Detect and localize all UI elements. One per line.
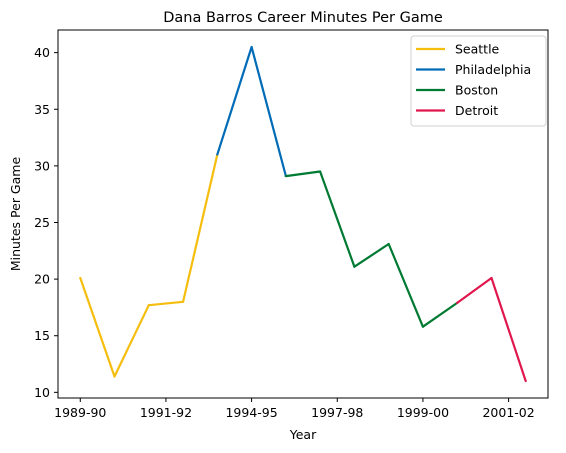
y-tick-label: 40 [34,45,50,60]
legend-label-detroit: Detroit [455,103,498,118]
data-point-detroit-1 [490,276,493,280]
x-tick-label: 1991-92 [140,405,192,420]
x-axis-ticks: 1989-90 1991-92 1994-95 1997-98 1999-00 2001-… [54,398,535,420]
data-point-philadelphia-1 [250,45,253,49]
axes-frame [57,29,549,399]
data-point-seattle-2 [147,304,150,307]
y-tick-label: 25 [34,215,50,230]
data-point-philadelphia-0 [216,153,219,156]
data-point-boston-4 [421,325,425,328]
y-axis-ticks: 10 15 20 25 30 35 40 [34,45,58,400]
data-point-boston-3 [387,242,390,246]
y-tick-label: 35 [34,102,50,117]
data-point-detroit-0 [456,301,459,304]
y-tick-label: 15 [34,328,50,343]
y-tick-label: 10 [34,385,50,400]
data-point-seattle-3 [181,300,185,303]
data-point-seattle-1 [113,375,116,378]
x-tick-label: 1999-00 [397,405,449,420]
x-tick-label: 1989-90 [54,405,106,420]
series-line-boston [285,170,458,328]
series-line-philadelphia [216,45,287,177]
data-point-boston-1 [319,170,322,173]
legend-label-boston: Boston [455,83,498,98]
x-axis-label: Year [289,427,317,442]
legend-label-seattle: Seattle [455,42,500,57]
chart-title: Dana Barros Career Minutes Per Game [163,10,443,26]
y-axis-label: Minutes Per Game [8,157,23,272]
x-tick-label: 1994-95 [225,405,277,420]
data-point-seattle-0 [79,276,82,280]
legend: Seattle Philadelphia Boston Detroit [410,35,547,127]
x-tick-label: 1997-98 [311,405,363,420]
data-point-boston-0 [284,174,287,178]
data-point-boston-2 [353,265,356,268]
y-tick-label: 30 [34,158,50,173]
data-point-detroit-2 [524,379,527,383]
series-line-detroit [456,276,527,382]
y-tick-label: 20 [34,272,50,287]
legend-label-philadelphia: Philadelphia [455,62,531,77]
legend-frame [410,35,547,127]
x-tick-label: 2001-02 [482,405,534,420]
series-line-seattle [79,154,219,378]
series-lines [79,45,527,383]
